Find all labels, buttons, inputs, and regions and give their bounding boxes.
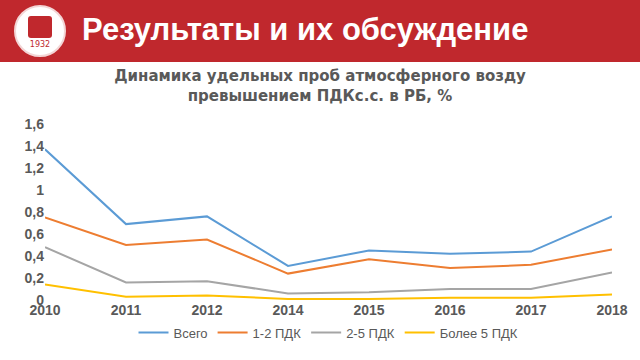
svg-text:2011: 2011: [111, 302, 142, 318]
svg-text:2016: 2016: [434, 302, 465, 318]
svg-text:1: 1: [36, 182, 44, 198]
svg-text:2017: 2017: [515, 302, 546, 318]
svg-text:2012: 2012: [191, 302, 222, 318]
svg-text:Всего: Всего: [174, 326, 208, 341]
svg-text:1,4: 1,4: [25, 138, 45, 154]
svg-text:Динамика удельных проб атмосфе: Динамика удельных проб атмосферного возд…: [114, 67, 526, 105]
svg-text:2018: 2018: [596, 302, 627, 318]
html-text:1932: 1932: [29, 40, 51, 49]
svg-text:0,2: 0,2: [25, 270, 45, 286]
svg-text:2015: 2015: [353, 302, 384, 318]
svg-text:1,6: 1,6: [25, 116, 45, 132]
svg-text:0,4: 0,4: [25, 248, 45, 264]
svg-text:2-5 ПДК: 2-5 ПДК: [346, 326, 395, 341]
svg-text:0: 0: [36, 292, 44, 308]
svg-text:1,2: 1,2: [25, 160, 45, 176]
svg-text:2010: 2010: [29, 302, 60, 318]
svg-text:2014: 2014: [272, 302, 303, 318]
svg-text:Более 5 ПДК: Более 5 ПДК: [440, 326, 518, 341]
svg-text:0,6: 0,6: [25, 226, 45, 242]
svg-text:1-2 ПДК: 1-2 ПДК: [253, 326, 302, 341]
html-text:Результаты и их обсуждение: Результаты и их обсуждение: [82, 12, 529, 47]
svg-text:0,8: 0,8: [25, 204, 45, 220]
